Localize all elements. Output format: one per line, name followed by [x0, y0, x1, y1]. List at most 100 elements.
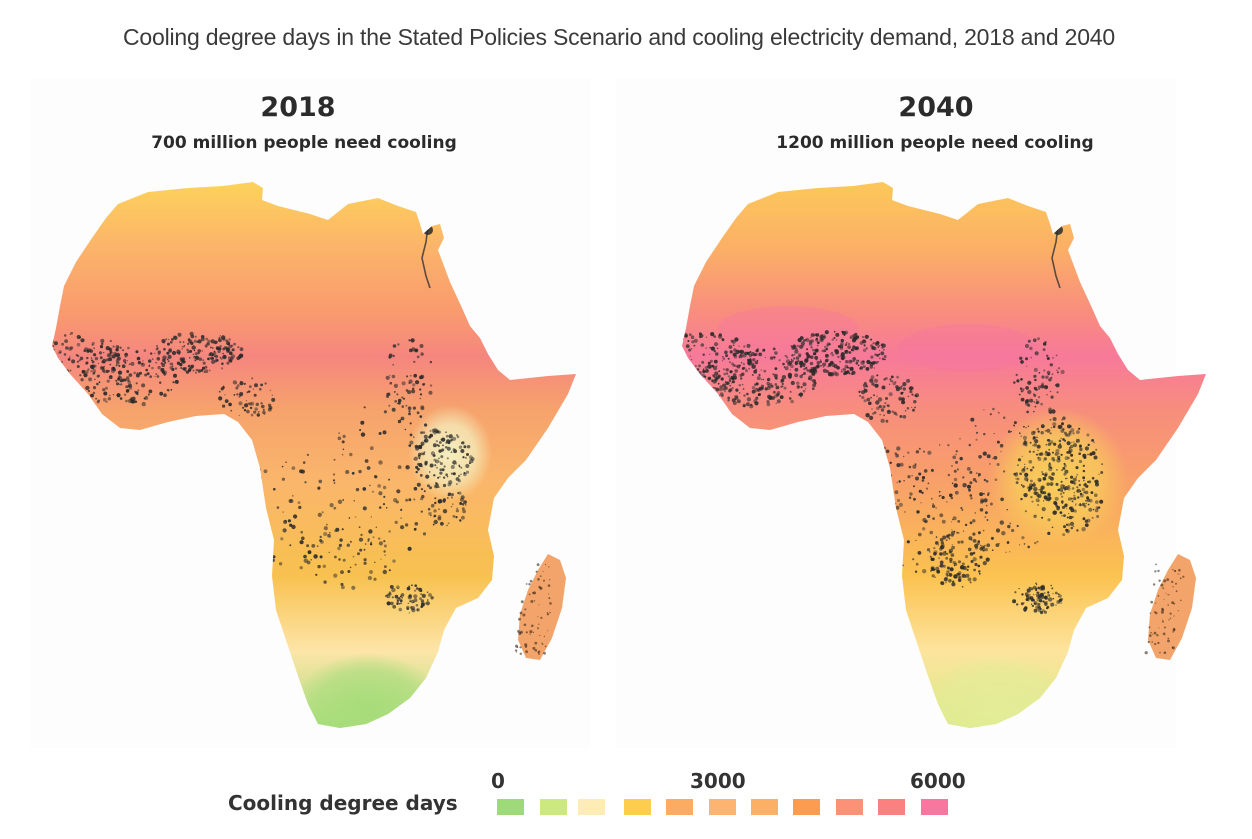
population-dot — [1012, 599, 1017, 604]
population-dot — [342, 448, 345, 451]
population-dot — [1070, 428, 1075, 433]
population-dot — [401, 597, 403, 599]
population-dot — [201, 350, 203, 352]
population-dot — [996, 463, 1000, 466]
population-dot — [207, 343, 209, 345]
population-dot — [370, 541, 372, 543]
population-dot — [1045, 375, 1049, 379]
population-dot — [781, 382, 784, 386]
population-dot — [1047, 492, 1051, 496]
population-dot — [236, 393, 239, 396]
population-dot — [345, 470, 350, 474]
population-dot — [90, 364, 94, 369]
population-dot — [1037, 337, 1040, 341]
population-dot — [168, 348, 172, 352]
population-dot — [843, 334, 846, 337]
population-dot — [341, 440, 345, 444]
population-dot — [333, 573, 338, 578]
population-dot — [317, 564, 321, 569]
population-dot — [989, 413, 992, 416]
population-dot — [92, 386, 97, 390]
population-dot — [1059, 443, 1062, 446]
population-dot — [834, 349, 838, 353]
population-dot — [959, 456, 963, 461]
population-dot — [181, 348, 183, 350]
population-dot — [413, 589, 417, 592]
population-dot — [880, 418, 885, 423]
population-dot — [413, 486, 418, 491]
population-dot — [902, 391, 904, 394]
population-dot — [1071, 441, 1073, 444]
population-dot — [200, 369, 204, 372]
population-dot — [120, 383, 123, 386]
population-dot — [437, 476, 440, 479]
population-dot — [109, 339, 112, 343]
population-dot — [342, 499, 345, 501]
population-dot — [1049, 418, 1052, 421]
population-dot — [144, 373, 148, 377]
population-dot — [399, 602, 403, 605]
population-dot — [916, 510, 920, 514]
population-dot — [908, 496, 912, 499]
population-dot — [228, 338, 231, 341]
population-dot — [1033, 374, 1037, 378]
population-dot — [261, 404, 265, 409]
population-dot — [447, 482, 452, 487]
population-dot — [979, 555, 983, 559]
population-dot — [297, 501, 301, 504]
population-dot — [890, 544, 894, 548]
population-dot — [125, 399, 128, 403]
population-dot — [799, 392, 803, 397]
population-dot — [461, 503, 465, 506]
population-dot — [1073, 491, 1075, 494]
population-dot — [163, 342, 165, 344]
population-dot — [841, 330, 844, 333]
population-dot — [400, 525, 405, 530]
population-dot — [693, 344, 696, 347]
population-dot — [887, 543, 890, 545]
population-dot — [99, 345, 104, 349]
population-dot — [187, 364, 191, 368]
population-dot — [869, 451, 873, 455]
population-dot — [1079, 492, 1083, 496]
population-dot — [902, 415, 907, 419]
population-dot — [819, 364, 822, 367]
population-dot — [428, 593, 432, 597]
population-dot — [1027, 339, 1031, 343]
population-dot — [242, 481, 246, 486]
population-dot — [385, 507, 388, 509]
population-dot — [1035, 594, 1037, 596]
population-dot — [705, 336, 707, 338]
population-dot — [67, 370, 70, 373]
population-dot — [942, 535, 947, 540]
population-dot — [466, 445, 471, 449]
population-dot — [948, 548, 953, 553]
population-dot — [1033, 401, 1035, 403]
population-dot — [1068, 448, 1073, 453]
population-dot — [899, 397, 902, 401]
population-dot — [460, 442, 463, 444]
population-dot — [367, 575, 372, 581]
population-dot — [424, 602, 427, 605]
population-dot — [705, 347, 708, 349]
population-dot — [1084, 482, 1087, 486]
population-dot — [1030, 603, 1033, 605]
population-dot — [1035, 589, 1038, 592]
population-dot — [689, 355, 691, 357]
population-dot — [549, 602, 552, 605]
population-dot — [464, 456, 467, 459]
population-dot — [940, 581, 943, 584]
population-dot — [1054, 496, 1059, 501]
population-dot — [701, 361, 705, 364]
population-dot — [756, 376, 761, 381]
population-dot — [1073, 443, 1077, 448]
population-dot — [239, 510, 243, 515]
population-dot — [1052, 592, 1054, 595]
population-dot — [207, 357, 210, 360]
population-dot — [854, 347, 858, 351]
population-dot — [1022, 435, 1028, 440]
population-dot — [1023, 425, 1025, 428]
population-dot — [948, 573, 953, 577]
population-dot — [753, 353, 756, 357]
population-dot — [823, 349, 827, 353]
